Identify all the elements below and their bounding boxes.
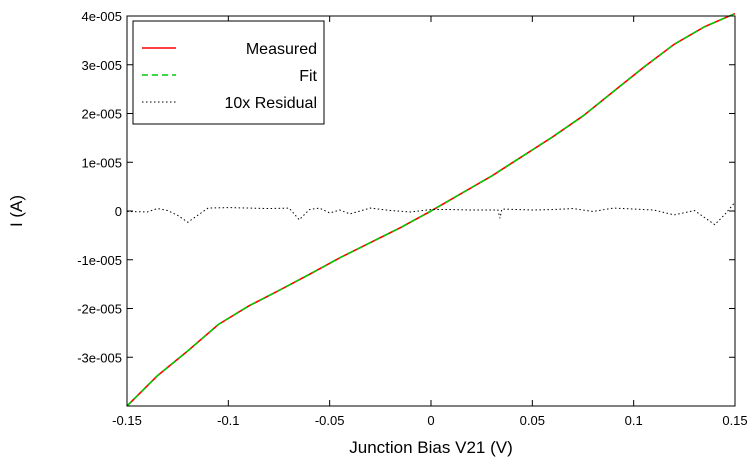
x-tick-label: 0.1 xyxy=(625,413,643,428)
y-tick-label: 2e-005 xyxy=(82,107,122,122)
x-tick-label: 0.05 xyxy=(520,413,545,428)
series-line-3 xyxy=(126,201,736,226)
x-tick-label: -0.1 xyxy=(217,413,239,428)
series-line-2 xyxy=(126,12,736,407)
y-tick-label: -3e-005 xyxy=(77,350,122,365)
x-tick-label: 0.15 xyxy=(722,413,747,428)
y-tick-label: 3e-005 xyxy=(82,58,122,73)
y-tick-label: 1e-005 xyxy=(82,155,122,170)
y-tick-label: 0 xyxy=(115,204,122,219)
tick-labels: -0.15 -0.1 -0.05 0 0.05 0.1 0.15 4e-005 3e-005 2e… xyxy=(77,9,747,428)
y-axis-title: I (A) xyxy=(7,195,26,227)
legend: Measured Fit 10x Residual xyxy=(132,20,325,125)
plot-frame xyxy=(126,15,736,407)
y-tick-label: 4e-005 xyxy=(82,9,122,24)
legend-label-3: 10x Residual xyxy=(225,95,318,112)
legend-label-1: Measured xyxy=(246,41,317,58)
legend-label-2: Fit xyxy=(299,68,317,85)
x-tick-label: 0 xyxy=(427,413,434,428)
y-tick-label: -1e-005 xyxy=(77,253,122,268)
legend-box xyxy=(132,20,325,125)
x-tick-label: -0.05 xyxy=(315,413,345,428)
x-tick-label: -0.15 xyxy=(112,413,142,428)
x-axis-title: Junction Bias V21 (V) xyxy=(349,438,512,457)
series-layer xyxy=(126,12,736,407)
y-tick-label: -2e-005 xyxy=(77,302,122,317)
